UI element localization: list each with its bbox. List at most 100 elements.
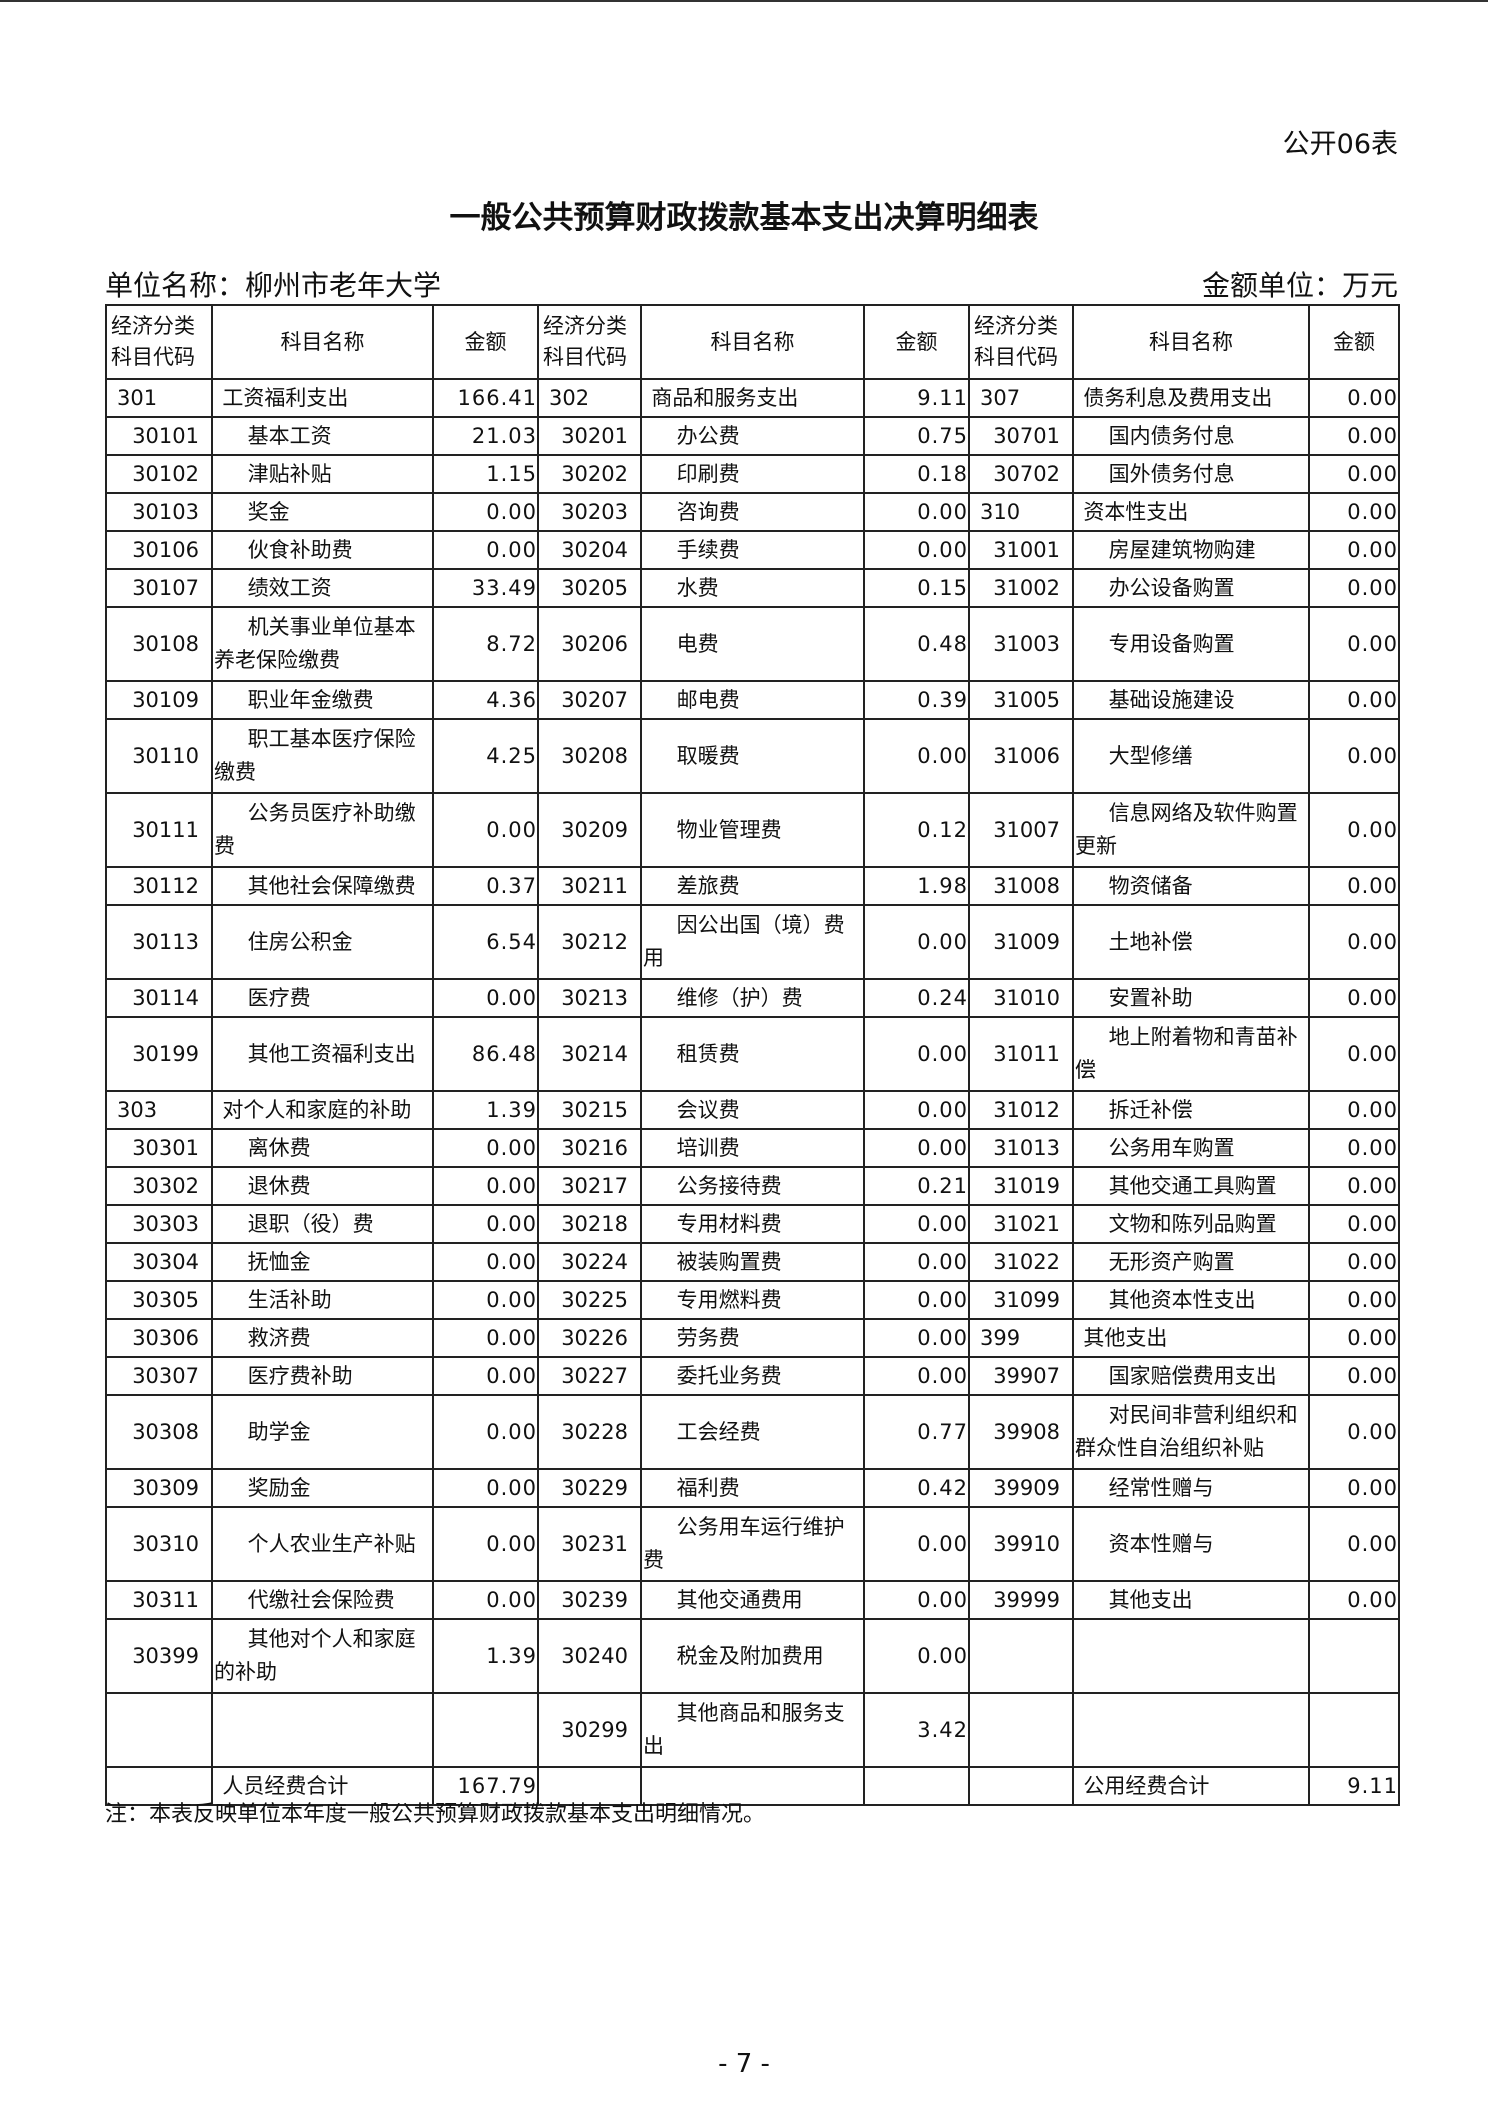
cell-code: 31007: [968, 792, 1074, 868]
cell-amount: 0.00: [1308, 1204, 1400, 1244]
cell-amount: 0.00: [432, 1280, 539, 1320]
cell-code: 30307: [105, 1356, 213, 1396]
table-row: 30302 退休费 0.00 30217 公务接待费 0.21 31019 其他交通工具购置 0…: [105, 1166, 1400, 1206]
cell-item-name: 奖励金: [211, 1468, 434, 1508]
cell-amount: 0.00: [432, 1318, 539, 1358]
cell-item-name: 资本性支出: [1072, 492, 1310, 532]
cell-code: 30199: [105, 1016, 213, 1092]
cell-amount: [1308, 1692, 1400, 1768]
cell-code: 399: [968, 1318, 1074, 1358]
cell-amount: 0.21: [863, 1166, 970, 1206]
cell-code: 30213: [537, 978, 642, 1018]
cell-code: 31099: [968, 1280, 1074, 1320]
cell-item-name: 生活补助: [211, 1280, 434, 1320]
header-code-3: 经济分类科目代码: [968, 304, 1074, 380]
cell-code: 30101: [105, 416, 213, 456]
cell-item-name: 因公出国（境）费用: [640, 904, 865, 980]
cell-amount: 0.39: [863, 680, 970, 720]
table-row: 30301 离休费 0.00 30216 培训费 0.00 31013 公务用车购置 0.00: [105, 1128, 1400, 1168]
cell-item-name: 对民间非营利组织和群众性自治组织补贴: [1072, 1394, 1310, 1470]
cell-code: 310: [968, 492, 1074, 532]
cell-code: 303: [105, 1090, 213, 1130]
cell-code: 30304: [105, 1242, 213, 1282]
cell-amount: 0.00: [1308, 680, 1400, 720]
table-row: 30310 个人农业生产补贴 0.00 30231 公务用车运行维护费 0.00 39910…: [105, 1506, 1400, 1582]
cell-item-name: 职工基本医疗保险缴费: [211, 718, 434, 794]
cell-item-name: 退职（役）费: [211, 1204, 434, 1244]
table-row: 30199 其他工资福利支出 86.48 30214 租赁费 0.00 31011 地上附着物…: [105, 1016, 1400, 1092]
cell-amount: 0.00: [1308, 416, 1400, 456]
cell-item-name: 无形资产购置: [1072, 1242, 1310, 1282]
cell-amount: 0.00: [863, 1356, 970, 1396]
cell-code: 30303: [105, 1204, 213, 1244]
header-amount-1: 金额: [432, 304, 539, 380]
table-row: 30113 住房公积金 6.54 30212 因公出国（境）费用 0.00 31009 土地补…: [105, 904, 1400, 980]
cell-amount: 4.36: [432, 680, 539, 720]
cell-amount: 0.00: [1308, 718, 1400, 794]
cell-amount: 0.00: [1308, 530, 1400, 570]
header-amount-2: 金额: [863, 304, 970, 380]
cell-amount: 1.39: [432, 1618, 539, 1694]
cell-item-name: 其他商品和服务支出: [640, 1692, 865, 1768]
cell-item-name: 土地补偿: [1072, 904, 1310, 980]
cell-code: 31001: [968, 530, 1074, 570]
cell-code: 30227: [537, 1356, 642, 1396]
cell-amount: 6.54: [432, 904, 539, 980]
cell-item-name: 救济费: [211, 1318, 434, 1358]
cell-item-name: 其他交通费用: [640, 1580, 865, 1620]
table-row: 30309 奖励金 0.00 30229 福利费 0.42 39909 经常性赠与 0.00: [105, 1468, 1400, 1508]
cell-amount: 0.12: [863, 792, 970, 868]
header-code-2: 经济分类科目代码: [537, 304, 642, 380]
table-row: 303 对个人和家庭的补助 1.39 30215 会议费 0.00 31012 拆迁补偿 0.0…: [105, 1090, 1400, 1130]
cell-code: 30202: [537, 454, 642, 494]
cell-item-name: [1072, 1692, 1310, 1768]
cell-code: 31002: [968, 568, 1074, 608]
cell-amount: 0.00: [432, 1468, 539, 1508]
cell-item-name: 办公设备购置: [1072, 568, 1310, 608]
table-row: 30305 生活补助 0.00 30225 专用燃料费 0.00 31099 其他资本性支出 0…: [105, 1280, 1400, 1320]
cell-code: 30702: [968, 454, 1074, 494]
cell-code: 30215: [537, 1090, 642, 1130]
cell-amount: 0.00: [432, 978, 539, 1018]
cell-code: 30224: [537, 1242, 642, 1282]
cell-item-name: 取暖费: [640, 718, 865, 794]
table-row: 30399 其他对个人和家庭的补助 1.39 30240 税金及附加费用 0.00: [105, 1618, 1400, 1694]
cell-code: 30299: [537, 1692, 642, 1768]
cell-amount: 0.00: [863, 492, 970, 532]
cell-item-name: 其他支出: [1072, 1580, 1310, 1620]
cell-item-name: 印刷费: [640, 454, 865, 494]
cell-item-name: 退休费: [211, 1166, 434, 1206]
cell-item-name: 代缴社会保险费: [211, 1580, 434, 1620]
cell-item-name: 专用设备购置: [1072, 606, 1310, 682]
cell-item-name: 住房公积金: [211, 904, 434, 980]
page-number: - 7 -: [718, 2049, 770, 2079]
table-row: 301 工资福利支出 166.41 302 商品和服务支出 9.11 307 债务利息及费用支…: [105, 378, 1400, 418]
cell-amount: 0.00: [432, 1580, 539, 1620]
table-header-row: 经济分类科目代码 科目名称 金额 经济分类科目代码 科目名称 金额 经济分类科目…: [105, 304, 1400, 380]
table-row: 30308 助学金 0.00 30228 工会经费 0.77 39908 对民间非营利组织和群…: [105, 1394, 1400, 1470]
cell-code: 30209: [537, 792, 642, 868]
cell-code: 30113: [105, 904, 213, 980]
cell-amount: 0.00: [432, 530, 539, 570]
cell-item-name: 机关事业单位基本养老保险缴费: [211, 606, 434, 682]
cell-code: 30240: [537, 1618, 642, 1694]
cell-code: 31003: [968, 606, 1074, 682]
table-row: 30303 退职（役）费 0.00 30218 专用材料费 0.00 31021 文物和陈列品…: [105, 1204, 1400, 1244]
cell-code: 30106: [105, 530, 213, 570]
cell-amount: 4.25: [432, 718, 539, 794]
cell-item-name: 个人农业生产补贴: [211, 1506, 434, 1582]
cell-code: 30208: [537, 718, 642, 794]
cell-item-name: [1072, 1618, 1310, 1694]
cell-amount: [863, 1766, 970, 1806]
cell-amount: 0.00: [1308, 1580, 1400, 1620]
cell-amount: 0.00: [1308, 454, 1400, 494]
cell-amount: 86.48: [432, 1016, 539, 1092]
cell-amount: 0.00: [863, 1016, 970, 1092]
cell-amount: 0.00: [863, 904, 970, 980]
table-row: 30306 救济费 0.00 30226 劳务费 0.00 399 其他支出 0.00: [105, 1318, 1400, 1358]
cell-code: 31006: [968, 718, 1074, 794]
cell-item-name: 其他支出: [1072, 1318, 1310, 1358]
cell-code: 31013: [968, 1128, 1074, 1168]
cell-code: 30211: [537, 866, 642, 906]
cell-item-name: 专用材料费: [640, 1204, 865, 1244]
